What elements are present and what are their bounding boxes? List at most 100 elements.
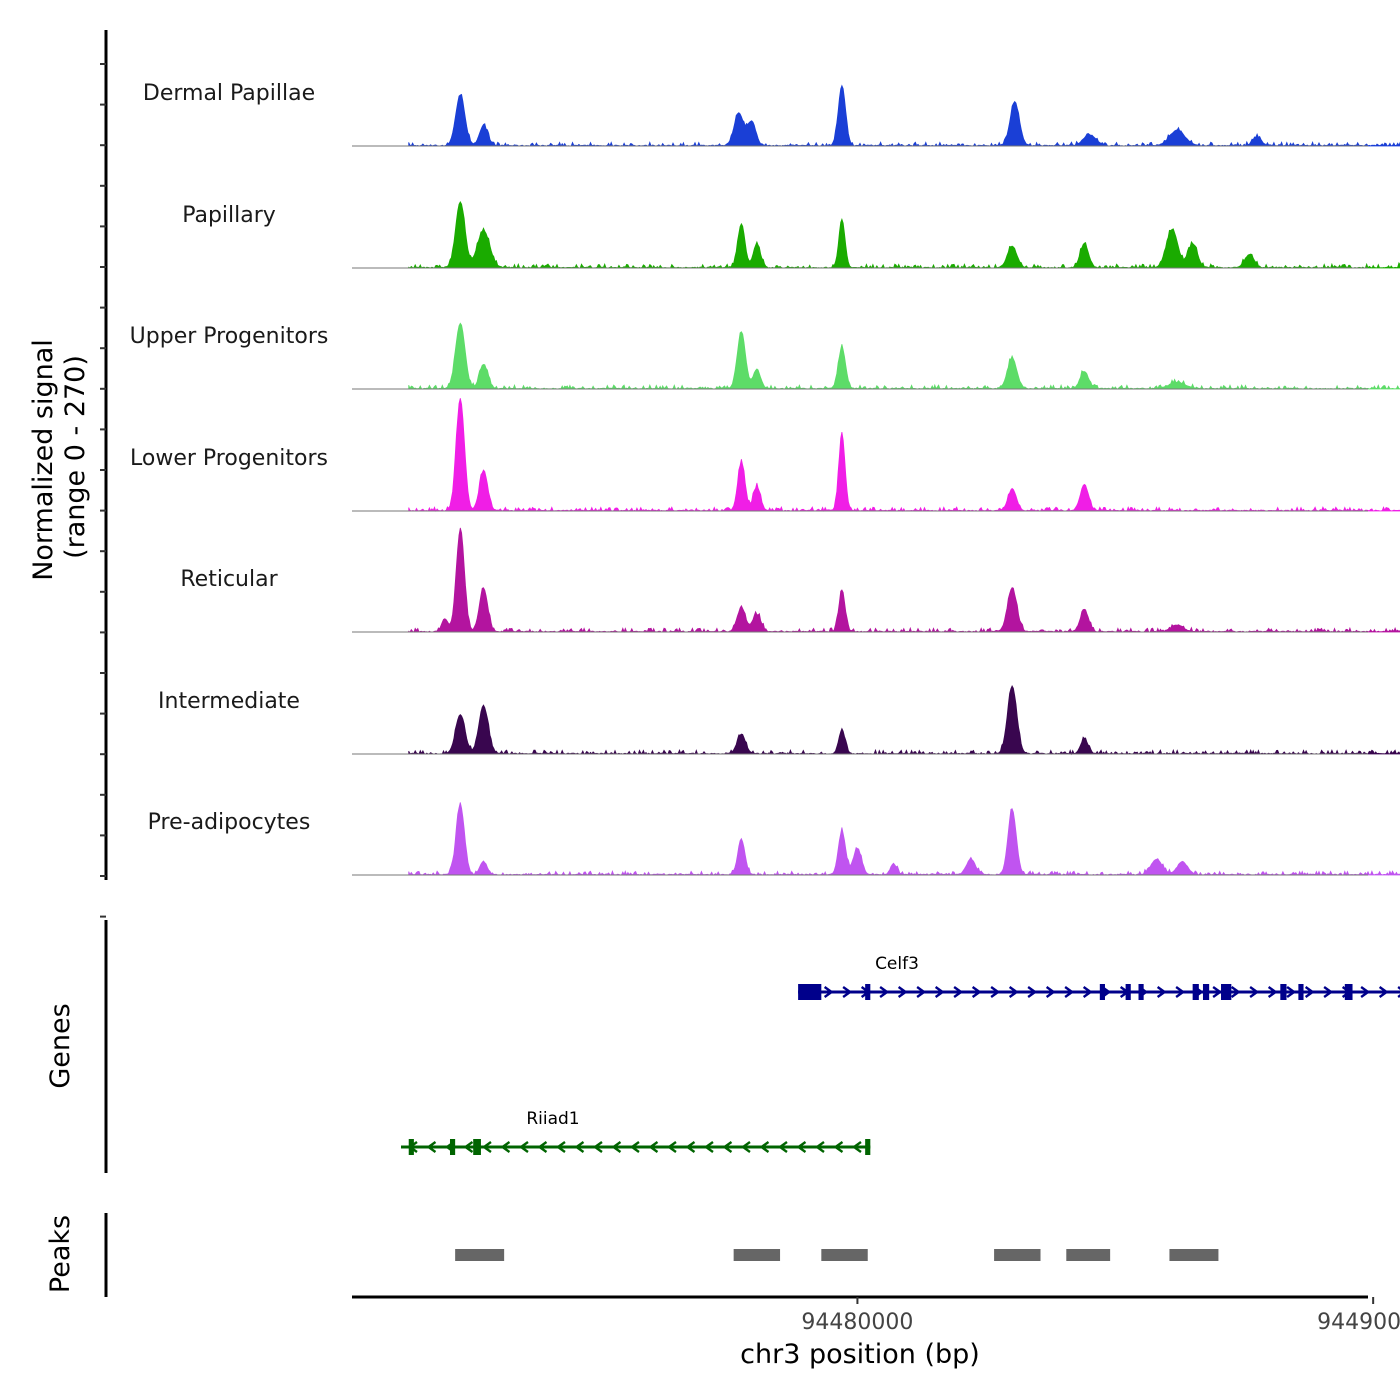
strand-arrow bbox=[777, 1141, 788, 1153]
strand-arrow bbox=[823, 986, 834, 998]
exon bbox=[865, 984, 871, 1000]
peaks-panel-label: Peaks bbox=[45, 1215, 76, 1293]
signal-track: Reticular bbox=[180, 527, 1400, 633]
exon bbox=[1192, 984, 1199, 1000]
strand-arrow bbox=[814, 1141, 825, 1153]
exon bbox=[449, 1139, 456, 1155]
peaks-panel bbox=[104, 1213, 1219, 1297]
strand-arrow bbox=[1378, 986, 1389, 998]
signal-tracks: Dermal Papillae Papillary Upper Progenitor… bbox=[130, 81, 1400, 877]
signal-track: Upper Progenitors bbox=[130, 322, 1400, 391]
strand-arrow bbox=[842, 986, 853, 998]
strand-arrow bbox=[879, 986, 890, 998]
strand-arrow bbox=[916, 986, 927, 998]
gene-name-label: Riiad1 bbox=[526, 1109, 579, 1129]
strand-arrow bbox=[518, 1141, 529, 1153]
strand-arrow bbox=[1230, 986, 1241, 998]
signal-track: Dermal Papillae bbox=[143, 81, 1400, 147]
exon bbox=[1280, 984, 1287, 1000]
strand-arrow bbox=[971, 986, 982, 998]
y-axis-title: Normalized signal bbox=[28, 339, 59, 581]
peak-region bbox=[1169, 1249, 1219, 1261]
x-axis-title: chr3 position (bp) bbox=[740, 1339, 980, 1370]
peak-region bbox=[1066, 1249, 1111, 1261]
strand-arrow bbox=[481, 1141, 492, 1153]
track-label: Papillary bbox=[182, 203, 276, 228]
strand-arrow bbox=[722, 1141, 733, 1153]
strand-arrow bbox=[990, 986, 1001, 998]
strand-arrow bbox=[1027, 986, 1038, 998]
strand-arrow bbox=[1360, 986, 1371, 998]
track-label: Lower Progenitors bbox=[130, 446, 328, 471]
exon bbox=[1344, 984, 1353, 1000]
strand-arrow bbox=[897, 986, 908, 998]
strand-arrow bbox=[703, 1141, 714, 1153]
exon bbox=[798, 984, 822, 1000]
y-axis-range: (range 0 - 270) bbox=[60, 355, 91, 559]
exon bbox=[1221, 984, 1232, 1000]
exon bbox=[1099, 984, 1105, 1000]
strand-arrow bbox=[759, 1141, 770, 1153]
strand-arrow bbox=[934, 986, 945, 998]
signal-track: Pre-adipocytes bbox=[148, 802, 1400, 877]
strand-arrow bbox=[953, 986, 964, 998]
signal-track: Papillary bbox=[182, 200, 1400, 269]
genes-panel: Celf3 Riiad1 bbox=[104, 920, 1400, 1173]
strand-arrow bbox=[463, 1141, 474, 1153]
strand-arrow bbox=[1249, 986, 1260, 998]
signal-area bbox=[408, 322, 1400, 391]
exon bbox=[1138, 984, 1144, 1000]
strand-arrow bbox=[426, 1141, 437, 1153]
strand-arrow bbox=[685, 1141, 696, 1153]
genes-panel-label: Genes bbox=[45, 1003, 76, 1088]
exon bbox=[473, 1139, 481, 1155]
track-label: Reticular bbox=[180, 567, 278, 592]
signal-area bbox=[408, 84, 1400, 147]
strand-arrow bbox=[555, 1141, 566, 1153]
strand-arrow bbox=[648, 1141, 659, 1153]
strand-arrow bbox=[833, 1141, 844, 1153]
signal-area bbox=[408, 200, 1400, 269]
strand-arrow bbox=[574, 1141, 585, 1153]
signal-y-axis bbox=[100, 30, 108, 918]
strand-arrow bbox=[1304, 986, 1315, 998]
peak-region bbox=[455, 1249, 505, 1261]
strand-arrow bbox=[796, 1141, 807, 1153]
exon bbox=[1202, 984, 1210, 1000]
gene-model: Celf3 bbox=[798, 954, 1400, 1000]
track-label: Intermediate bbox=[158, 689, 300, 714]
track-label: Pre-adipocytes bbox=[148, 810, 311, 835]
signal-track: Lower Progenitors bbox=[130, 398, 1400, 512]
exon bbox=[1298, 984, 1304, 1000]
track-label: Dermal Papillae bbox=[143, 81, 315, 106]
signal-area bbox=[408, 527, 1400, 633]
x-tick-label: 94490000 bbox=[1317, 1310, 1400, 1335]
signal-track: Intermediate bbox=[158, 684, 1400, 756]
signal-area bbox=[408, 684, 1400, 756]
strand-arrow bbox=[1212, 986, 1223, 998]
strand-arrow bbox=[1064, 986, 1075, 998]
strand-arrow bbox=[1323, 986, 1334, 998]
strand-arrow bbox=[611, 1141, 622, 1153]
strand-arrow bbox=[851, 1141, 862, 1153]
strand-arrow bbox=[1008, 986, 1019, 998]
strand-arrow bbox=[740, 1141, 751, 1153]
strand-arrow bbox=[1082, 986, 1093, 998]
strand-arrow bbox=[592, 1141, 603, 1153]
exon bbox=[865, 1139, 871, 1155]
peak-region bbox=[733, 1249, 781, 1261]
track-label: Upper Progenitors bbox=[130, 324, 329, 349]
strand-arrow bbox=[1267, 986, 1278, 998]
exon bbox=[1125, 984, 1131, 1000]
strand-arrow bbox=[537, 1141, 548, 1153]
x-tick-label: 94480000 bbox=[801, 1310, 913, 1335]
strand-arrow bbox=[500, 1141, 511, 1153]
x-axis: 94480000 94490000 bbox=[352, 1295, 1400, 1335]
peak-region bbox=[994, 1249, 1041, 1261]
signal-area bbox=[408, 802, 1400, 877]
gene-model: Riiad1 bbox=[400, 1109, 871, 1155]
exon bbox=[408, 1139, 414, 1155]
gene-name-label: Celf3 bbox=[875, 954, 919, 974]
strand-arrow bbox=[1175, 986, 1186, 998]
